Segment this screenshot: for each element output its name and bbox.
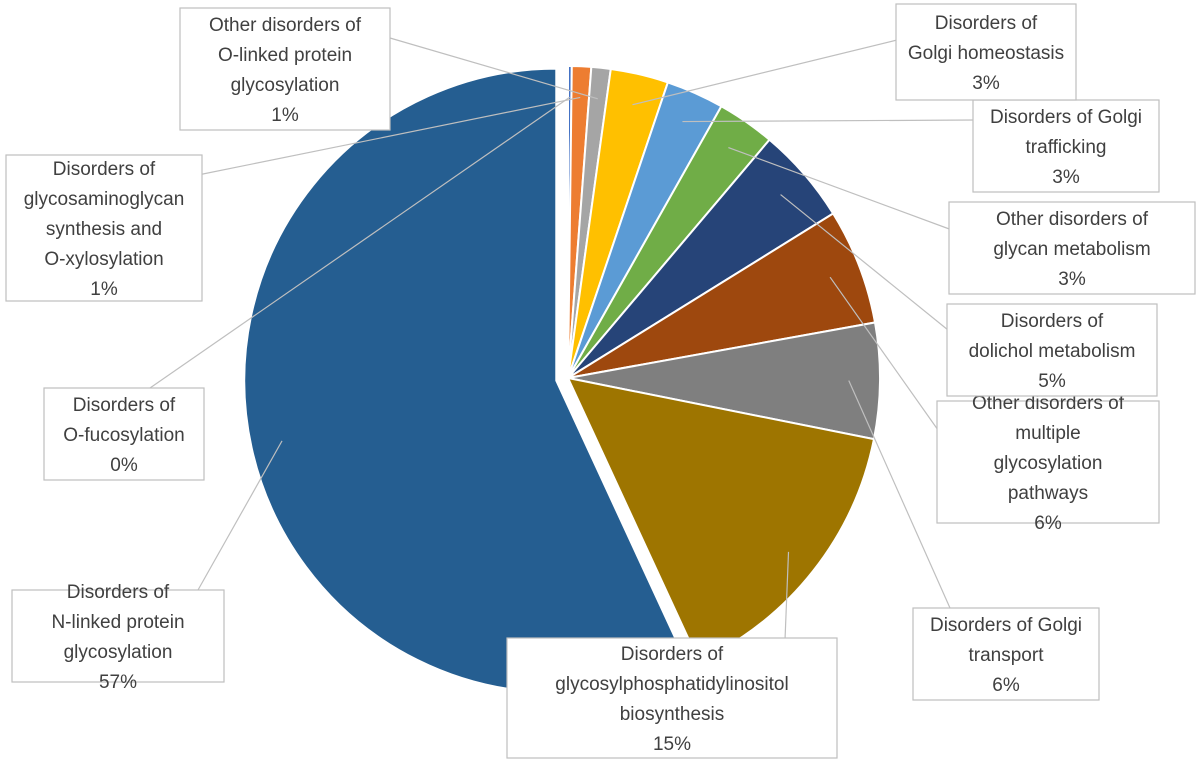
- data-label-box: [11, 589, 225, 683]
- data-label: Disorders of glycosaminoglycan synthesis a…: [24, 159, 185, 300]
- data-label-text: pathways: [1008, 483, 1088, 504]
- data-label-text: glycan metabolism: [993, 239, 1150, 260]
- leader-line: [780, 194, 949, 331]
- data-label-text: Disorders of Golgi: [990, 107, 1142, 128]
- data-label-box: [43, 387, 205, 481]
- data-label-text: glycosylation: [994, 453, 1103, 474]
- data-label-box: [946, 303, 1158, 397]
- data-labels: Disorders of N-linked protein glycosylatio…: [5, 3, 1196, 759]
- data-label: Other disorders of multiple glycosylation p…: [972, 393, 1125, 534]
- data-label-box: [506, 637, 838, 759]
- data-label-text: Disorders of: [67, 582, 170, 603]
- data-label-text: trafficking: [1026, 137, 1107, 158]
- data-label: Disorders of N-linked protein glycosylatio…: [51, 582, 184, 693]
- data-label-text: Disorders of: [53, 159, 156, 180]
- data-label-box: [5, 154, 203, 302]
- data-label-text: glycosaminoglycan: [24, 189, 185, 210]
- leader-line: [197, 96, 581, 176]
- data-label-text: O-linked protein: [218, 45, 352, 66]
- data-label: Other disorders of O-linked protein glycos…: [209, 15, 362, 126]
- data-label-box: [179, 7, 391, 131]
- data-label-text: Disorders of: [73, 395, 176, 416]
- data-label-text: multiple: [1015, 423, 1080, 444]
- data-label-value: 6%: [992, 675, 1020, 696]
- data-label-value: 6%: [1034, 513, 1062, 534]
- data-label-value: 3%: [1052, 167, 1080, 188]
- data-label-text: Other disorders of: [209, 15, 362, 36]
- data-label-box: [948, 201, 1196, 295]
- data-label: Disorders of dolichol metabolism 5%: [969, 311, 1136, 392]
- data-label: Disorders of O-fucosylation 0%: [63, 395, 184, 476]
- data-label-value: 57%: [99, 672, 137, 693]
- data-label-text: O-fucosylation: [63, 425, 184, 446]
- data-label-value: 3%: [1058, 269, 1086, 290]
- leader-line: [389, 37, 598, 100]
- data-label-text: Disorders of Golgi: [930, 615, 1082, 636]
- data-label-text: N-linked protein: [51, 612, 184, 633]
- data-label-text: Disorders of: [1001, 311, 1104, 332]
- leader-line: [197, 440, 283, 591]
- data-label-value: 1%: [271, 105, 299, 126]
- data-label-text: biosynthesis: [620, 704, 725, 725]
- data-label-text: dolichol metabolism: [969, 341, 1136, 362]
- data-label-text: glycosylation: [231, 75, 340, 96]
- leader-line: [829, 276, 939, 431]
- data-label-box: [936, 400, 1160, 524]
- leader-line: [682, 119, 976, 123]
- data-label-text: glycosylation: [64, 642, 173, 663]
- data-label-text: O-xylosylation: [44, 249, 163, 270]
- pie-slices: [243, 64, 881, 694]
- data-label-text: Disorders of: [935, 13, 1038, 34]
- data-label-box: [895, 3, 1077, 101]
- data-label: Disorders of glycosylphosphatidylinositol…: [555, 644, 788, 755]
- data-label-text: transport: [969, 645, 1045, 666]
- data-label-box: [912, 607, 1100, 701]
- data-label-text: synthesis and: [46, 219, 162, 240]
- data-label: Disorders of Golgi trafficking 3%: [990, 107, 1142, 188]
- leader-line: [784, 551, 790, 641]
- leader-lines: [149, 37, 976, 641]
- data-label-value: 3%: [972, 73, 1000, 94]
- data-label-value: 0%: [110, 455, 138, 476]
- data-label-text: Golgi homeostasis: [908, 43, 1064, 64]
- data-label-text: Other disorders of: [996, 209, 1149, 230]
- data-label-value: 5%: [1038, 371, 1066, 392]
- data-label: Disorders of Golgi homeostasis 3%: [908, 13, 1064, 94]
- leader-line: [149, 96, 571, 389]
- data-label-text: glycosylphosphatidylinositol: [555, 674, 788, 695]
- leader-line: [848, 380, 951, 609]
- leader-line: [632, 39, 898, 106]
- data-label-text: Disorders of: [621, 644, 724, 665]
- data-label: Disorders of Golgi transport 6%: [930, 615, 1082, 696]
- data-label-box: [972, 99, 1160, 193]
- data-label: Other disorders of glycan metabolism 3%: [993, 209, 1150, 290]
- leader-line: [728, 146, 953, 231]
- data-label-value: 15%: [653, 734, 691, 755]
- data-label-value: 1%: [90, 279, 118, 300]
- data-label-text: Other disorders of: [972, 393, 1125, 414]
